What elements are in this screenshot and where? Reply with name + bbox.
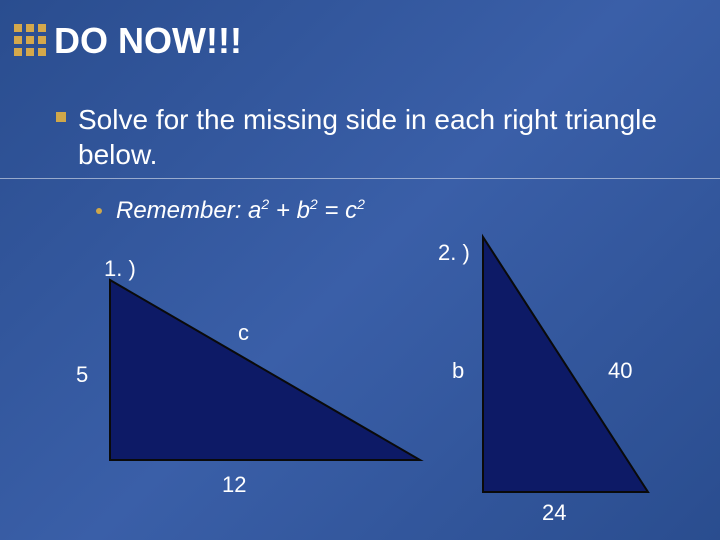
bullet-square-icon (56, 112, 66, 122)
tri1-left-side: 5 (76, 362, 88, 388)
tri1-bottom-side: 12 (222, 472, 246, 498)
main-bullet: Solve for the missing side in each right… (78, 102, 720, 172)
tri1-hyp-label: c (238, 320, 249, 346)
title-bullet-grid (14, 24, 46, 56)
slide-title: DO NOW!!! (54, 20, 242, 62)
triangle-1 (100, 270, 430, 470)
triangle-1-shape (110, 280, 420, 460)
tri2-hyp-label: 40 (608, 358, 632, 384)
bullet-dot-icon (96, 208, 102, 214)
q2-label: 2. ) (438, 240, 470, 266)
divider (0, 178, 720, 179)
tri2-left-side: b (452, 358, 464, 384)
tri2-bottom-side: 24 (542, 500, 566, 526)
remember-prefix: Remember: (116, 197, 248, 224)
remember-line: Remember: a2 + b2 = c2 (116, 196, 365, 225)
main-bullet-text: Solve for the missing side in each right… (78, 104, 657, 170)
triangle-2 (478, 232, 678, 502)
